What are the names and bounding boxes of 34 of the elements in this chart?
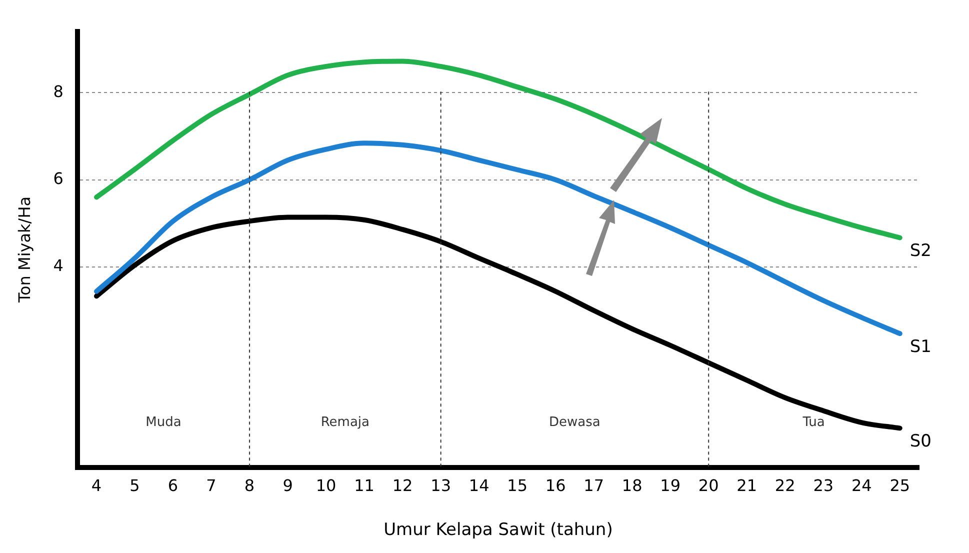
x-tick-label: 24 [851,476,872,496]
x-tick-label: 22 [774,476,796,496]
x-tick-label: 4 [91,476,102,496]
x-tick-label: 25 [890,476,910,496]
x-tick-label: 16 [545,476,566,496]
annotation: Dewasa [549,414,600,430]
x-tick-label: 5 [130,476,140,496]
x-tick-label: 8 [244,476,255,496]
x-tick-label: 23 [813,476,834,496]
annotation: Muda [146,414,182,430]
x-tick-label: 10 [316,476,336,496]
x-tick-label: 19 [660,476,681,496]
x-tick-label: 20 [698,476,719,496]
x-tick-label: 7 [206,476,216,496]
x-tick-label: 6 [168,476,178,496]
x-tick-label: 13 [430,476,451,496]
x-tick-label: 12 [392,476,413,496]
annotation: Tua [802,414,825,430]
x-tick-label: 9 [282,476,293,496]
x-tick-label: 14 [468,476,490,496]
x-tick-label: 17 [584,476,604,496]
x-tick-label: 15 [507,476,528,496]
x-axis-title: Umur Kelapa Sawit (tahun) [384,520,613,540]
y-tick-label: 6 [53,168,64,188]
series-label: S0 [910,432,932,452]
x-tick-label: 11 [354,476,374,496]
series-label: S2 [910,241,932,262]
y-tick-label: 4 [53,256,64,276]
y-tick-label: 8 [53,82,64,101]
x-tick-label: 18 [622,476,642,496]
annotation: Remaja [320,414,370,430]
series-label: S1 [910,337,932,358]
x-tick-label: 21 [736,476,758,496]
y-axis-title: Ton Miyak/Ha [14,196,34,304]
